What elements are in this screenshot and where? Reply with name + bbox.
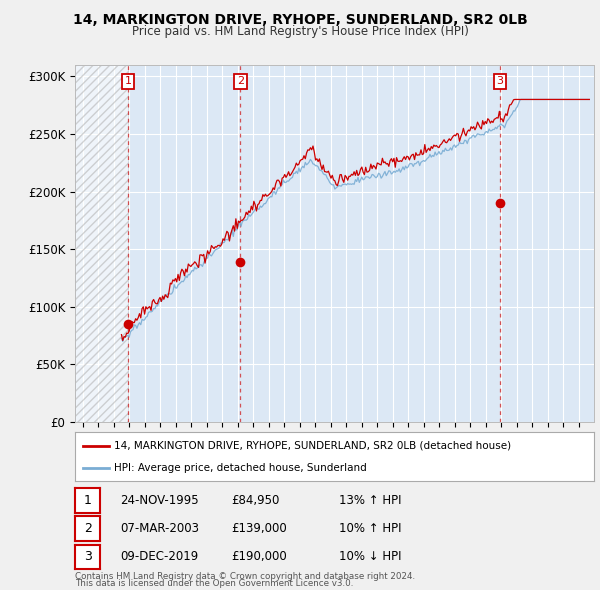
Text: 14, MARKINGTON DRIVE, RYHOPE, SUNDERLAND, SR2 0LB: 14, MARKINGTON DRIVE, RYHOPE, SUNDERLAND… <box>73 13 527 27</box>
Text: 1: 1 <box>124 77 131 86</box>
Text: £139,000: £139,000 <box>231 522 287 535</box>
Text: Contains HM Land Registry data © Crown copyright and database right 2024.: Contains HM Land Registry data © Crown c… <box>75 572 415 581</box>
Text: 14, MARKINGTON DRIVE, RYHOPE, SUNDERLAND, SR2 0LB (detached house): 14, MARKINGTON DRIVE, RYHOPE, SUNDERLAND… <box>114 441 511 451</box>
Text: 07-MAR-2003: 07-MAR-2003 <box>120 522 199 535</box>
Text: 24-NOV-1995: 24-NOV-1995 <box>120 494 199 507</box>
Bar <box>75 65 128 422</box>
Text: 2: 2 <box>237 77 244 86</box>
Text: This data is licensed under the Open Government Licence v3.0.: This data is licensed under the Open Gov… <box>75 579 353 588</box>
Text: 09-DEC-2019: 09-DEC-2019 <box>120 550 198 563</box>
Text: 10% ↓ HPI: 10% ↓ HPI <box>339 550 401 563</box>
Text: HPI: Average price, detached house, Sunderland: HPI: Average price, detached house, Sund… <box>114 463 367 473</box>
Text: 10% ↑ HPI: 10% ↑ HPI <box>339 522 401 535</box>
Text: 13% ↑ HPI: 13% ↑ HPI <box>339 494 401 507</box>
Text: 2: 2 <box>83 522 92 535</box>
Text: Price paid vs. HM Land Registry's House Price Index (HPI): Price paid vs. HM Land Registry's House … <box>131 25 469 38</box>
Text: £84,950: £84,950 <box>231 494 280 507</box>
Text: 1: 1 <box>83 494 92 507</box>
Text: 3: 3 <box>496 77 503 86</box>
Text: 3: 3 <box>83 550 92 563</box>
Text: £190,000: £190,000 <box>231 550 287 563</box>
